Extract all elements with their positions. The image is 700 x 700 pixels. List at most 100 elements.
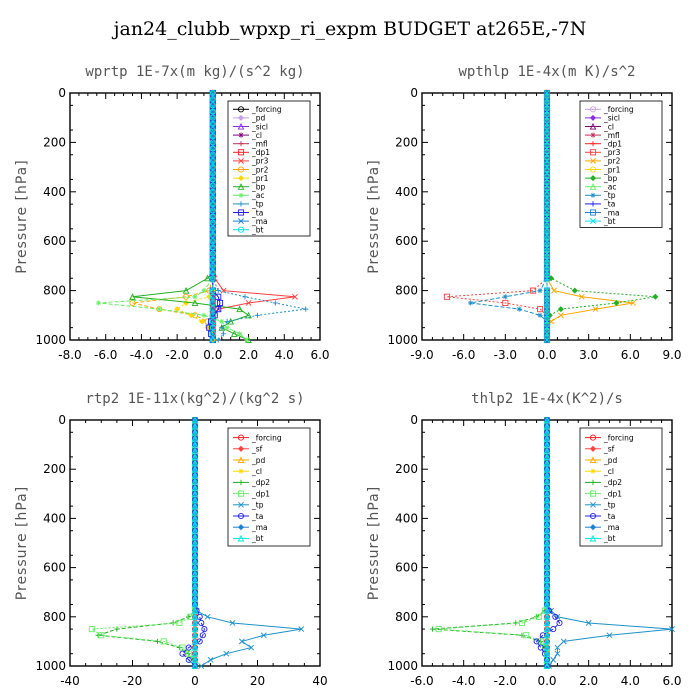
legend-box [579, 100, 663, 228]
series-line [446, 93, 548, 340]
legend-marker [237, 524, 245, 531]
data-point [209, 219, 216, 226]
data-point [209, 170, 216, 177]
data-point [537, 312, 543, 318]
series-line [432, 420, 548, 666]
data-point [209, 194, 216, 202]
data-point [537, 638, 544, 645]
legend-marker [237, 226, 245, 233]
x-tick-label: 9.0 [662, 348, 681, 362]
legend-marker [589, 512, 597, 520]
y-tick-label: 400 [395, 185, 418, 199]
data-point [198, 663, 205, 669]
x-tick-label: 6.0 [662, 674, 681, 688]
y-tick-label: 200 [395, 135, 418, 149]
data-point [209, 176, 216, 183]
data-point [183, 299, 190, 306]
legend-marker [589, 490, 597, 497]
legend-marker [590, 479, 596, 485]
y-tick-label: 0 [410, 86, 418, 100]
data-point [209, 201, 216, 208]
series-line [132, 93, 214, 340]
data-point [303, 306, 309, 312]
data-point [209, 287, 216, 294]
data-point [544, 287, 550, 294]
panel-title: thlp2 1E-4x(K^2)/s [471, 391, 623, 407]
data-point [543, 336, 551, 344]
series-dp2 [95, 417, 198, 669]
legend-label: _pd [251, 456, 266, 465]
data-point [209, 133, 216, 140]
legend-marker [237, 122, 245, 130]
data-point [129, 293, 136, 300]
series-line [90, 420, 196, 667]
data-point [209, 244, 216, 251]
series-tp [468, 90, 550, 343]
legend-marker [237, 183, 245, 190]
data-point [544, 225, 550, 232]
legend-marker [589, 456, 597, 464]
data-point [544, 114, 550, 121]
data-point [544, 90, 550, 96]
legend-marker [238, 201, 244, 207]
x-tick-label: -4.0 [452, 674, 475, 688]
legend-label: _pd [251, 114, 266, 123]
data-point [544, 182, 550, 189]
data-point [292, 293, 298, 300]
x-tick-label: -2.0 [165, 348, 188, 362]
data-point [209, 96, 216, 103]
y-tick-label: 800 [43, 610, 66, 624]
data-point [207, 656, 214, 663]
legend-label: _pr2 [251, 165, 269, 174]
data-point [209, 182, 216, 189]
legend-label: _bt [251, 226, 264, 235]
series-line [438, 420, 548, 666]
legend-marker [238, 141, 244, 147]
data-point [544, 120, 550, 127]
data-point [209, 293, 216, 300]
legend: _forcing _sf _pd _cl _dp2 _dp1 _tp _ta _ma _bt [227, 427, 311, 547]
data-point [204, 613, 211, 620]
data-point [220, 331, 227, 337]
x-tick-label: 2.0 [579, 674, 598, 688]
legend-label: _bt [603, 217, 616, 226]
data-point [513, 620, 519, 626]
legend-label: _forcing [251, 105, 282, 114]
legend-marker [237, 434, 245, 441]
data-point [669, 626, 675, 633]
legend-label: _pr3 [603, 148, 621, 157]
data-point [209, 151, 216, 158]
legend-marker [590, 501, 596, 508]
data-point [554, 644, 561, 651]
y-tick-label: 800 [395, 284, 418, 298]
y-tick-label: 200 [395, 462, 418, 476]
legend-marker [238, 157, 244, 164]
data-point [209, 231, 216, 239]
y-tick-label: 1000 [35, 659, 66, 673]
data-point [248, 644, 255, 651]
panel-2: wpthlp 1E-4x(m K)/s^2 Pressure [hPa] 0 200 4… [366, 64, 682, 362]
data-point [209, 250, 216, 257]
data-point [502, 294, 508, 300]
legend-label: _forcing [251, 433, 282, 442]
y-axis-label: Pressure [hPa] [366, 486, 382, 600]
data-point [215, 288, 221, 294]
data-point [209, 114, 216, 121]
legend-label: _ta [251, 512, 263, 521]
data-point [272, 300, 278, 306]
data-point [544, 139, 550, 146]
data-point [544, 219, 550, 226]
data-point [179, 650, 186, 657]
legend-label: _mfl [603, 131, 620, 140]
data-point [209, 225, 216, 232]
panel-title: rtp2 1E-11x(kg^2)/(kg^2 s) [85, 391, 304, 407]
data-point [543, 662, 551, 670]
legend-marker [590, 218, 596, 225]
x-tick-label: 3.0 [579, 348, 598, 362]
panel-4: thlp2 1E-4x(K^2)/s Pressure [hPa] 0 200 400 6… [366, 391, 682, 688]
data-point [245, 300, 252, 306]
x-tick-label: -20 [123, 674, 143, 688]
data-point [544, 201, 550, 208]
series-bt [191, 416, 199, 670]
